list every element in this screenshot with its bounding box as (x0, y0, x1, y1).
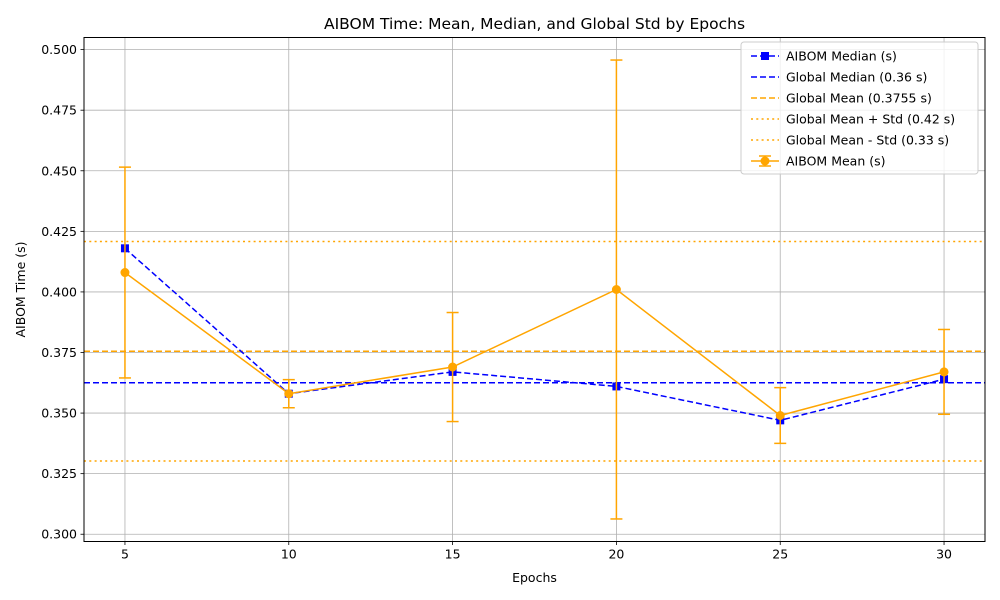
legend-label: Global Mean (0.3755 s) (786, 91, 932, 106)
mean-point (120, 268, 130, 278)
mean-point (284, 389, 294, 399)
legend-label: Global Mean + Std (0.42 s) (786, 112, 955, 127)
y-tick-label: 0.450 (41, 163, 77, 178)
x-axis-label: Epochs (512, 570, 557, 585)
y-tick-label: 0.425 (41, 224, 77, 239)
chart-title: AIBOM Time: Mean, Median, and Global Std… (324, 15, 745, 33)
mean-point (448, 362, 458, 372)
y-tick-label: 0.475 (41, 103, 77, 118)
legend-label: AIBOM Median (s) (786, 49, 897, 64)
mean-series-line (124, 271, 945, 417)
y-tick-label: 0.325 (41, 466, 77, 481)
x-tick-label: 20 (608, 547, 624, 562)
y-axis-label: AIBOM Time (s) (13, 241, 28, 337)
axis-ticks: 5 10 15 20 25 30 0.300 0.325 0.350 0.375 0.400 0.42… (41, 42, 952, 561)
legend-label: AIBOM Mean (s) (786, 154, 886, 169)
reference-lines (84, 240, 985, 462)
legend-label: Global Mean - Std (0.33 s) (786, 133, 949, 148)
legend-swatch-marker (760, 156, 770, 166)
y-tick-label: 0.300 (41, 527, 77, 542)
x-tick-label: 10 (281, 547, 297, 562)
plot-area (118, 59, 951, 520)
median-series-line (124, 247, 945, 422)
mean-point (775, 411, 785, 420)
y-tick-label: 0.500 (41, 42, 77, 57)
y-tick-label: 0.375 (41, 345, 77, 360)
y-tick-label: 0.400 (41, 284, 77, 299)
mean-point (939, 367, 949, 377)
mean-point (611, 285, 621, 294)
x-tick-label: 15 (445, 547, 461, 562)
legend-swatch-marker (761, 52, 769, 60)
y-tick-label: 0.350 (41, 406, 77, 421)
legend: AIBOM Median (s) Global Median (0.36 s) Gl… (740, 41, 979, 175)
x-tick-label: 25 (772, 547, 788, 562)
plot-frame (83, 37, 986, 542)
x-tick-label: 30 (936, 547, 952, 562)
legend-label: Global Median (0.36 s) (786, 70, 927, 85)
x-tick-label: 5 (121, 547, 129, 562)
legend-box (740, 41, 979, 175)
